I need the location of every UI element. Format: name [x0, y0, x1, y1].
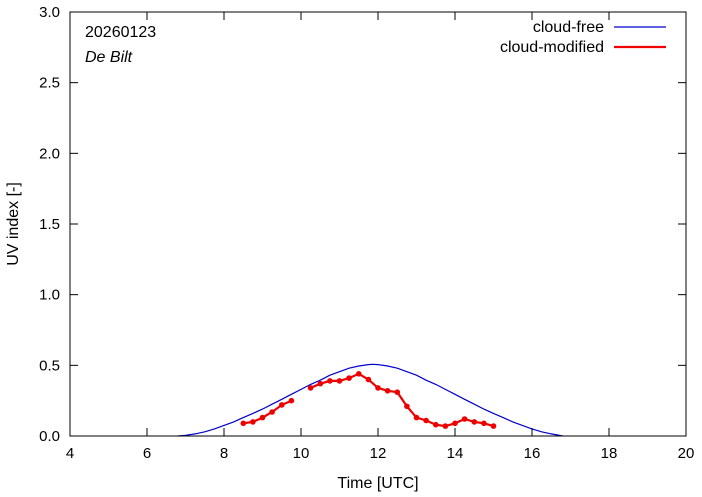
data-point-cloud-modified [259, 414, 266, 421]
y-tick-label: 0.5 [39, 357, 60, 374]
x-tick-label: 8 [220, 445, 228, 462]
data-point-cloud-modified [404, 403, 410, 410]
data-point-cloud-modified [336, 378, 343, 384]
data-point-cloud-modified [423, 417, 429, 424]
data-point-cloud-modified [317, 380, 324, 387]
plot-area [177, 363, 563, 437]
data-point-cloud-modified [250, 419, 256, 425]
data-point-cloud-modified [307, 385, 314, 391]
data-point-cloud-modified [481, 420, 487, 427]
data-point-cloud-modified [442, 423, 449, 429]
data-point-cloud-modified [346, 375, 352, 381]
data-point-cloud-modified [461, 416, 468, 422]
y-tick-label: 2.5 [39, 75, 60, 92]
data-point-cloud-modified [375, 385, 381, 391]
series-line-cloud-free [177, 363, 563, 437]
data-point-cloud-modified [269, 409, 275, 415]
data-point-cloud-modified [288, 397, 295, 404]
y-axis-label: UV index [-] [5, 182, 22, 266]
x-tick-label: 14 [447, 445, 464, 462]
data-point-cloud-modified [240, 420, 247, 427]
plot-frame [69, 11, 687, 437]
data-point-cloud-modified [384, 388, 391, 394]
legend-label-cloud-modified: cloud-modified [500, 39, 604, 56]
legend-label-cloud-free: cloud-free [533, 19, 604, 36]
data-point-cloud-modified [413, 414, 420, 421]
axis-ticks: 4 6 8 10 12 14 16 18 20 0.0 0.5 1.0 1.5 2.0 2.5 3.0 [39, 4, 694, 462]
x-tick-label: 12 [370, 445, 387, 462]
x-tick-label: 20 [678, 445, 695, 462]
legend: cloud-free cloud-modified [500, 19, 666, 56]
data-point-cloud-modified [279, 402, 285, 408]
data-point-cloud-modified [356, 371, 362, 377]
data-point-cloud-modified [394, 389, 401, 396]
x-tick-label: 4 [66, 445, 74, 462]
data-point-cloud-modified [327, 378, 333, 384]
y-tick-label: 2.0 [39, 145, 60, 162]
data-point-cloud-modified [471, 419, 478, 425]
x-tick-label: 6 [143, 445, 151, 462]
y-tick-label: 3.0 [39, 4, 60, 21]
data-point-cloud-modified [365, 376, 372, 383]
data-point-cloud-modified [452, 420, 458, 427]
data-point-cloud-modified [433, 421, 439, 428]
y-tick-label: 0.0 [39, 428, 60, 445]
y-tick-label: 1.5 [39, 216, 60, 233]
y-tick-label: 1.0 [39, 287, 60, 304]
x-tick-label: 16 [524, 445, 541, 462]
x-axis-label: Time [UTC] [337, 475, 418, 492]
x-tick-label: 18 [601, 445, 618, 462]
data-point-cloud-modified [490, 423, 497, 429]
date-annotation: 20260123 [85, 24, 156, 41]
x-tick-label: 10 [293, 445, 310, 462]
location-annotation: De Bilt [85, 49, 133, 66]
